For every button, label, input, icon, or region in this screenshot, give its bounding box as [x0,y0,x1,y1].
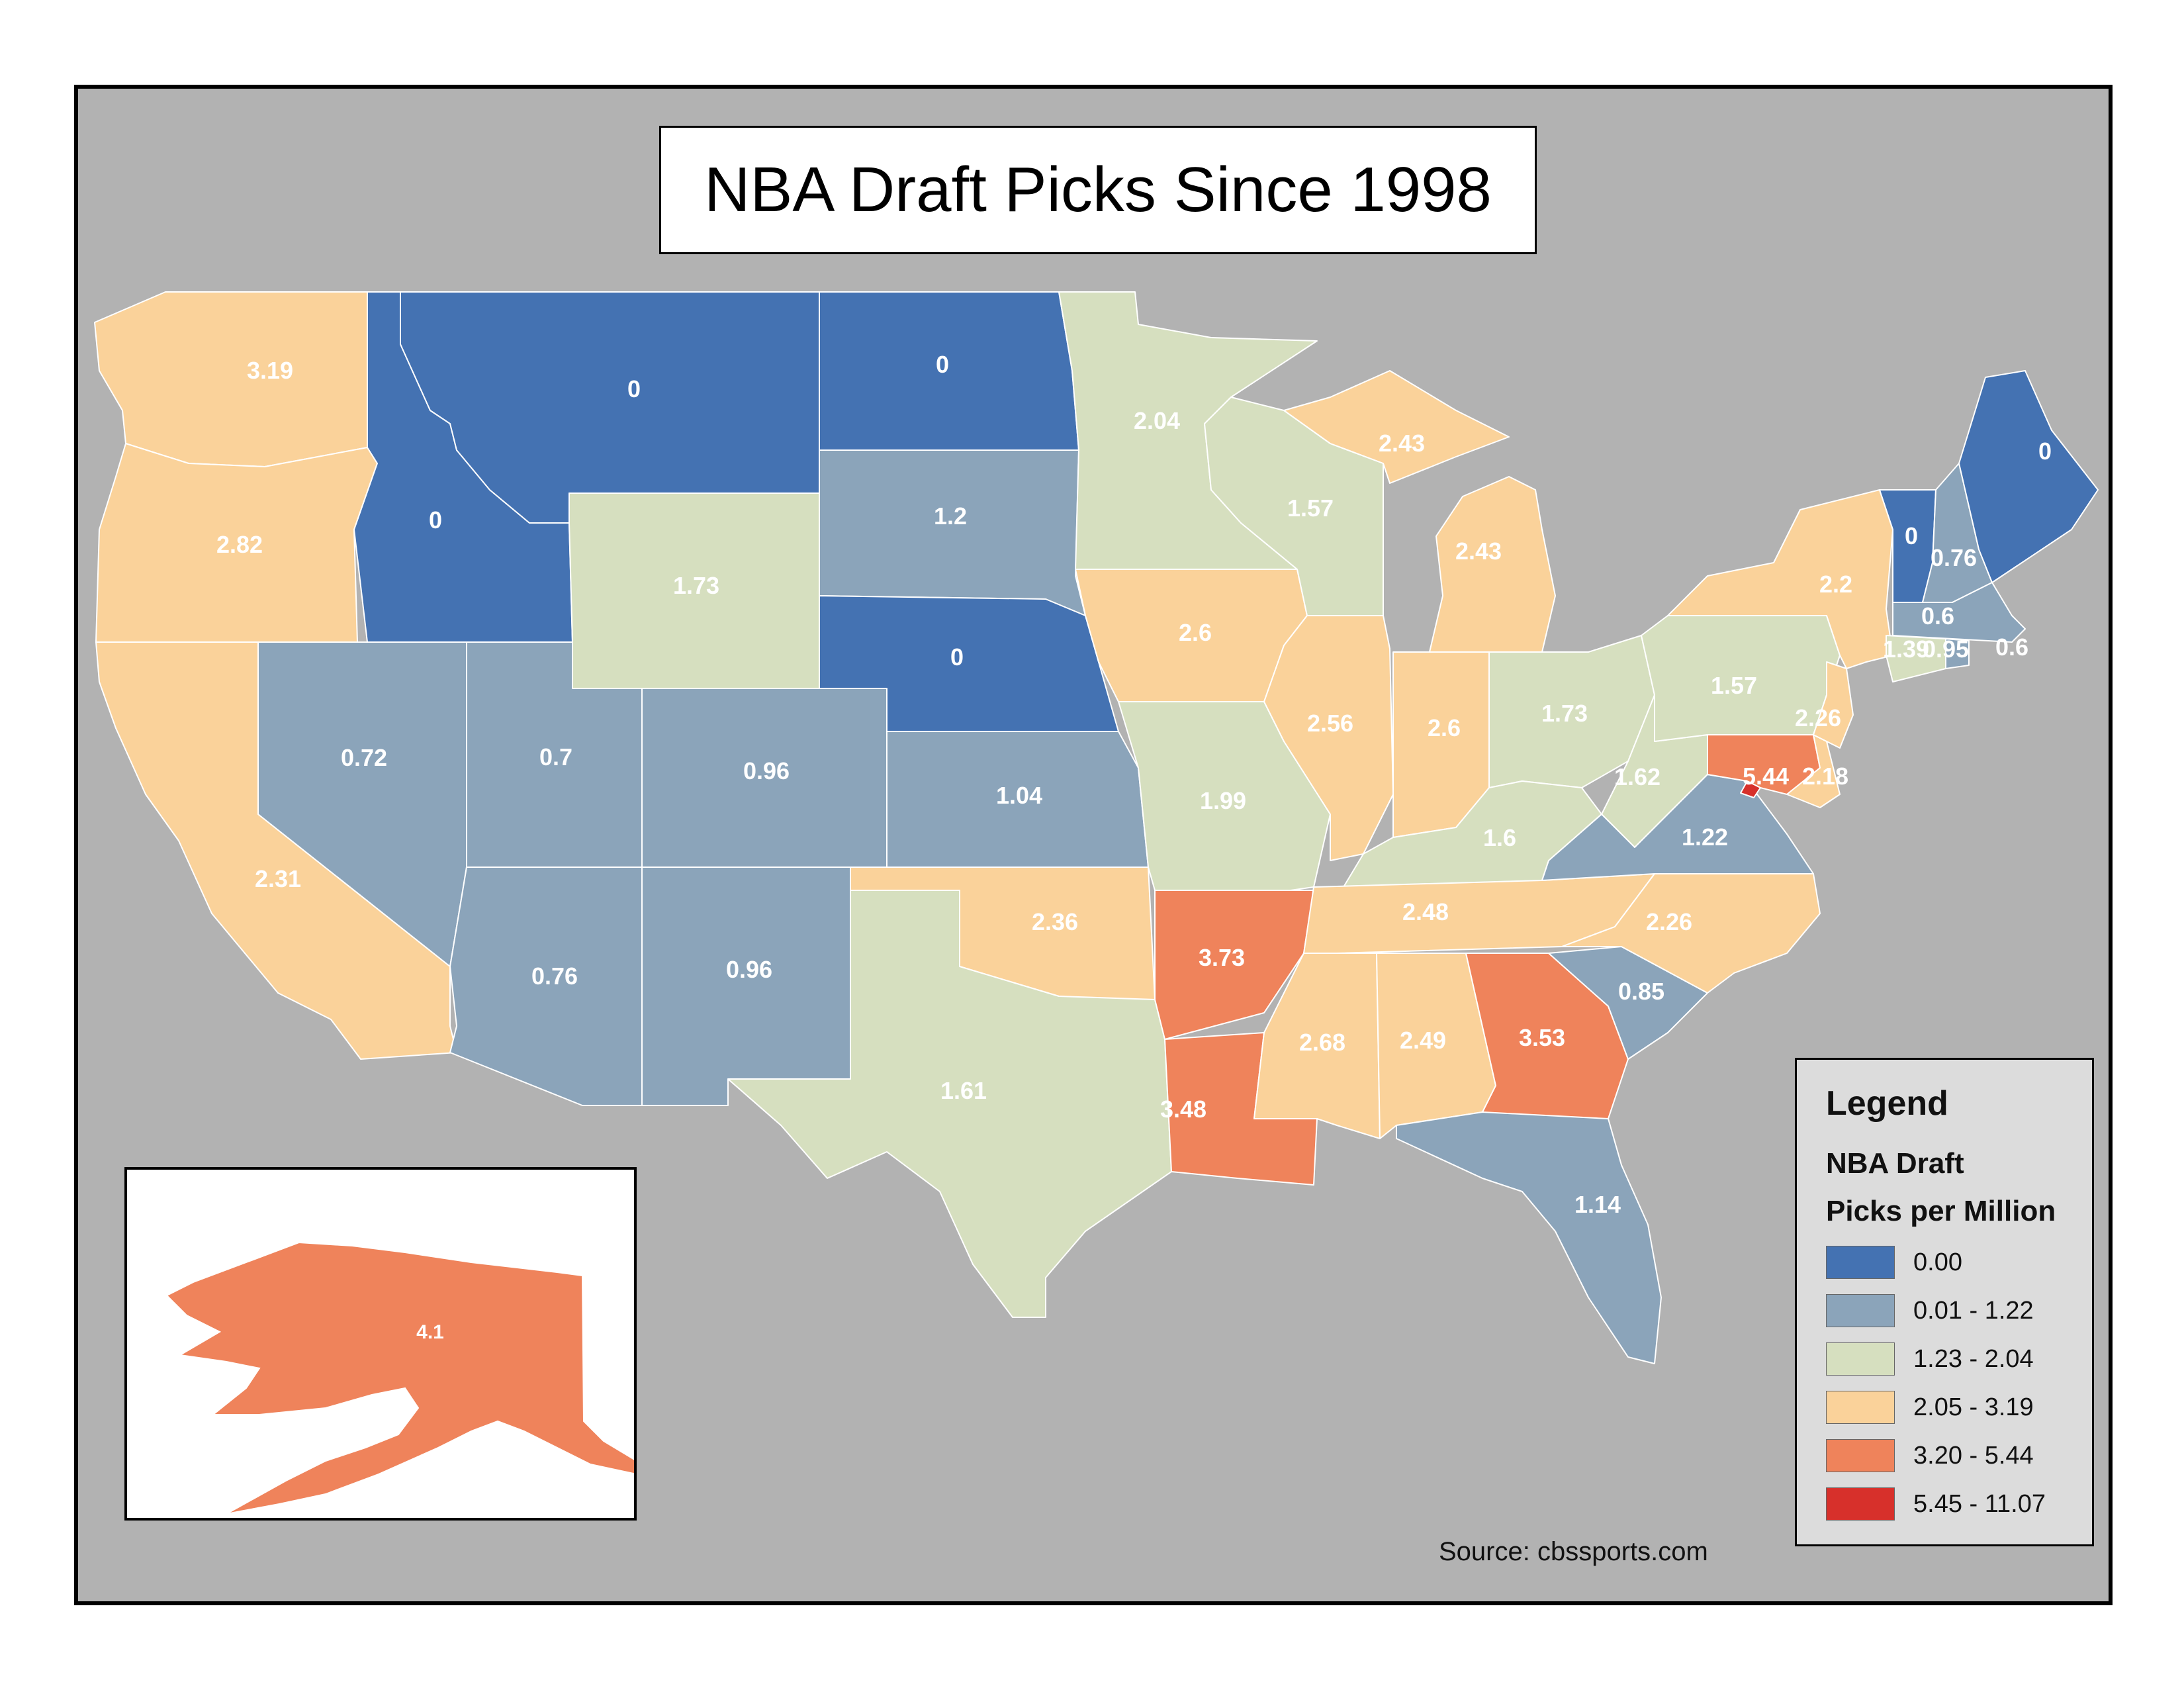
legend-item: 2.05 - 3.19 [1826,1389,2034,1425]
state-ct [1886,635,1946,682]
label-tn: 2.48 [1402,898,1449,925]
label-wv: 1.62 [1614,763,1661,790]
state-tx [727,890,1172,1318]
label-mn: 2.04 [1134,407,1180,434]
label-sc: 0.85 [1618,978,1664,1005]
label-nv: 0.72 [341,744,387,771]
state-ny [1667,489,1893,669]
label-az: 0.76 [531,962,578,990]
label-mo: 1.99 [1200,787,1246,814]
state-nj [1813,661,1854,749]
label-de: 2.18 [1802,763,1848,790]
label-oh: 1.73 [1541,700,1588,727]
label-pa: 1.57 [1711,672,1757,699]
label-nm: 0.96 [726,956,772,983]
legend-swatch [1826,1246,1895,1279]
label-ks: 1.04 [996,782,1042,809]
label-wa: 3.19 [247,357,293,384]
alaska-inset: 4.1 [124,1167,637,1521]
legend-item: 0.00 [1826,1244,1962,1280]
state-wa [94,291,368,467]
label-tx: 1.61 [940,1077,987,1104]
state-mi [1429,476,1556,653]
map-title-box: NBA Draft Picks Since 1998 [659,126,1537,254]
map-title: NBA Draft Picks Since 1998 [704,154,1492,225]
state-nm [641,867,851,1106]
label-fl: 1.14 [1574,1191,1621,1218]
source-credit: Source: cbssports.com [1439,1537,1708,1566]
legend-panel: Legend NBA Draft Picks per Million 0.00 … [1795,1058,2094,1546]
state-ri [1945,638,1970,669]
legend-label: 2.05 - 3.19 [1913,1393,2034,1421]
state-ak [165,1241,634,1515]
label-wy: 1.73 [673,572,719,599]
label-ca: 2.31 [255,865,301,892]
label-ar: 3.73 [1199,944,1245,971]
legend-subtitle-line2: Picks per Million [1826,1195,2056,1227]
state-fl [1396,1111,1662,1364]
legend-label: 1.23 - 2.04 [1913,1344,2034,1373]
label-ma2: 0.6 [1995,633,2028,661]
legend-item: 1.23 - 2.04 [1826,1341,2034,1377]
state-sd [819,449,1086,616]
label-mi: 2.43 [1455,538,1502,565]
label-ri: 0.95 [1923,635,1969,663]
legend-title: Legend [1826,1084,1948,1123]
label-ny: 2.2 [1819,571,1852,598]
label-ia: 2.6 [1179,619,1212,646]
label-ms: 2.68 [1299,1029,1345,1056]
legend-swatch [1826,1439,1895,1472]
alaska-inset-map: 4.1 [165,1241,634,1515]
label-ma: 0.6 [1921,602,1954,630]
label-ct: 1.39 [1883,635,1929,663]
label-ut: 0.7 [539,743,572,771]
legend-swatch [1826,1487,1895,1521]
state-mi-up [1283,370,1510,484]
label-va: 1.22 [1682,823,1728,851]
label-vt: 0 [1905,522,1918,549]
legend-swatch [1826,1294,1895,1327]
label-or: 2.82 [216,531,263,558]
legend-item: 3.20 - 5.44 [1826,1438,2034,1474]
label-mt: 0 [627,375,641,402]
label-ga: 3.53 [1519,1024,1565,1051]
legend-label: 5.45 - 11.07 [1913,1489,2046,1518]
label-nd: 0 [936,351,949,378]
label-nj: 2.26 [1795,704,1841,731]
label-id: 0 [429,506,442,534]
label-ak: 4.1 [416,1321,444,1343]
legend-label: 3.20 - 5.44 [1913,1441,2034,1470]
label-il: 2.56 [1307,710,1353,737]
label-al: 2.49 [1400,1027,1446,1054]
label-co: 0.96 [743,757,790,784]
label-mi-up: 2.43 [1379,430,1425,457]
legend-label: 0.01 - 1.22 [1913,1296,2034,1325]
label-ok: 2.36 [1032,908,1078,935]
label-hi: 0 [2124,1575,2136,1597]
legend-item: 5.45 - 11.07 [1826,1486,2046,1522]
label-la: 3.48 [1160,1096,1206,1123]
legend-swatch [1826,1342,1895,1376]
label-me: 0 [2038,438,2052,465]
legend-label: 0.00 [1913,1248,1962,1276]
label-nc: 2.26 [1646,908,1692,935]
legend-swatch [1826,1391,1895,1424]
state-me [1958,370,2099,583]
legend-subtitle-line1: NBA Draft [1826,1147,1964,1180]
label-md: 5.44 [1743,763,1789,790]
label-in: 2.6 [1428,714,1461,741]
label-sd: 1.2 [934,502,967,530]
state-dc [1740,780,1761,798]
label-ne: 0 [950,643,964,671]
label-wi: 1.57 [1287,494,1334,522]
label-ky: 1.6 [1483,824,1516,851]
label-nh: 0.76 [1931,544,1977,571]
legend-item: 0.01 - 1.22 [1826,1293,2034,1329]
